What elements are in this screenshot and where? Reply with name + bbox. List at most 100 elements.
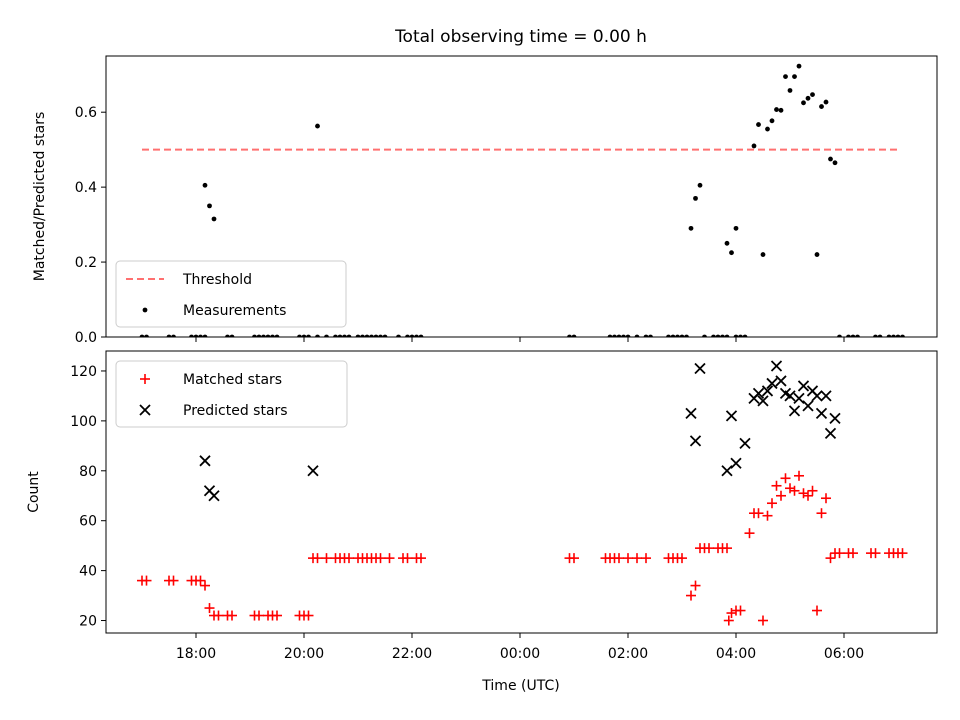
measurement-point [873,334,878,337]
legend-box [115,260,347,328]
y-tick-label: 100 [70,414,97,430]
measurement-point [634,334,640,337]
matched-star-point [321,553,332,564]
matched-star-point [204,603,215,614]
measurement-point [895,334,901,337]
matched-star-point [870,548,881,559]
measurement-point [225,334,230,337]
predicted-star-point [802,400,814,412]
measurement-point [702,334,707,337]
legend-label: Matched stars [183,372,282,388]
measurement-point [405,334,410,337]
predicted-star-point [757,395,769,407]
measurement-point [891,334,896,337]
predicted-star-point [829,412,841,425]
matched-star-point [812,605,822,616]
matched-star-point [776,490,786,501]
measurement-point [679,334,685,337]
measurement-point [373,334,379,337]
measurement-point [832,160,838,166]
matched-star-point [254,610,264,621]
measurement-point [166,334,172,337]
measurement-point [202,334,208,337]
x-axis-label: Time (UTC) [481,678,559,694]
matched-star-point [735,605,746,616]
measurement-point [369,334,374,337]
measurement-point [625,334,631,337]
measurement-point [301,334,307,337]
predicted-star-point [797,380,810,392]
measurement-point [810,92,815,97]
y-tick-label: 0.4 [75,180,97,196]
measurement-point [751,143,757,149]
measurement-point [333,334,338,337]
measurement-point [666,334,671,337]
matched-star-point [272,610,282,621]
predicted-star-point [689,435,702,447]
measurement-point [724,334,730,337]
measurement-point [342,334,347,337]
measurement-point [850,334,856,337]
measurement-point [189,334,194,337]
matched-star-point [690,580,701,591]
legend-marker [140,374,150,384]
measurement-point [643,334,649,337]
predicted-star-point [307,465,319,477]
measurement-point [315,123,320,129]
x-tick-label: 06:00 [824,646,864,662]
matched-star-point [686,590,696,601]
measurement-point [297,334,302,337]
measurement-point [886,334,892,337]
matched-star-point [168,575,179,586]
matched-star-point [375,553,386,564]
matched-star-point [402,553,413,564]
measurement-point [819,104,824,109]
plot-area [139,63,905,337]
measurement-point [337,334,343,337]
legend-label: Threshold [182,272,252,288]
measurement-point [616,334,622,337]
matched-star-point [227,610,237,621]
matched-star-point [780,473,791,484]
measurement-point [207,203,212,209]
matched-star-point [753,508,764,519]
measurement-point [612,334,617,337]
matched-star-point [623,553,633,564]
matched-star-point [785,483,795,494]
measurement-point [607,334,613,337]
matched-star-point [141,575,152,586]
y-tick-label: 20 [79,614,97,630]
measurement-point [144,334,149,337]
x-tick-label: 02:00 [608,646,648,662]
matched-star-point [771,480,782,491]
bottom-panel-counts: 20 40 60 80 100 120 18:00 20:00 22:00 00:00 02:00 0… [26,350,938,662]
plot-area [137,360,908,626]
measurement-point [396,334,401,337]
x-tick-label: 18:00 [176,646,216,662]
measurement-point [729,250,734,256]
measurement-point [715,334,721,337]
measurement-point [360,334,365,337]
legend-marker [142,307,148,313]
measurement-point [738,334,743,337]
matched-star-point [794,470,804,481]
matched-star-point [384,553,395,564]
matched-star-point [798,488,809,499]
measurement-point [742,334,748,337]
matched-star-point [848,548,858,559]
chart-title: Total observing time = 0.00 h [394,27,647,47]
matched-star-point [632,553,642,564]
measurement-point [688,225,694,231]
legend-box [115,360,348,428]
matched-star-point [704,543,714,554]
matched-star-point [767,498,777,509]
measurement-point [823,99,829,105]
matched-star-point [213,610,224,621]
measurement-point [378,334,383,337]
measurement-point [814,252,820,257]
predicted-star-point [725,410,738,422]
measurement-point [783,74,788,80]
legend-marker [139,404,151,416]
measurement-point [693,195,698,201]
measurement-point [256,334,262,337]
